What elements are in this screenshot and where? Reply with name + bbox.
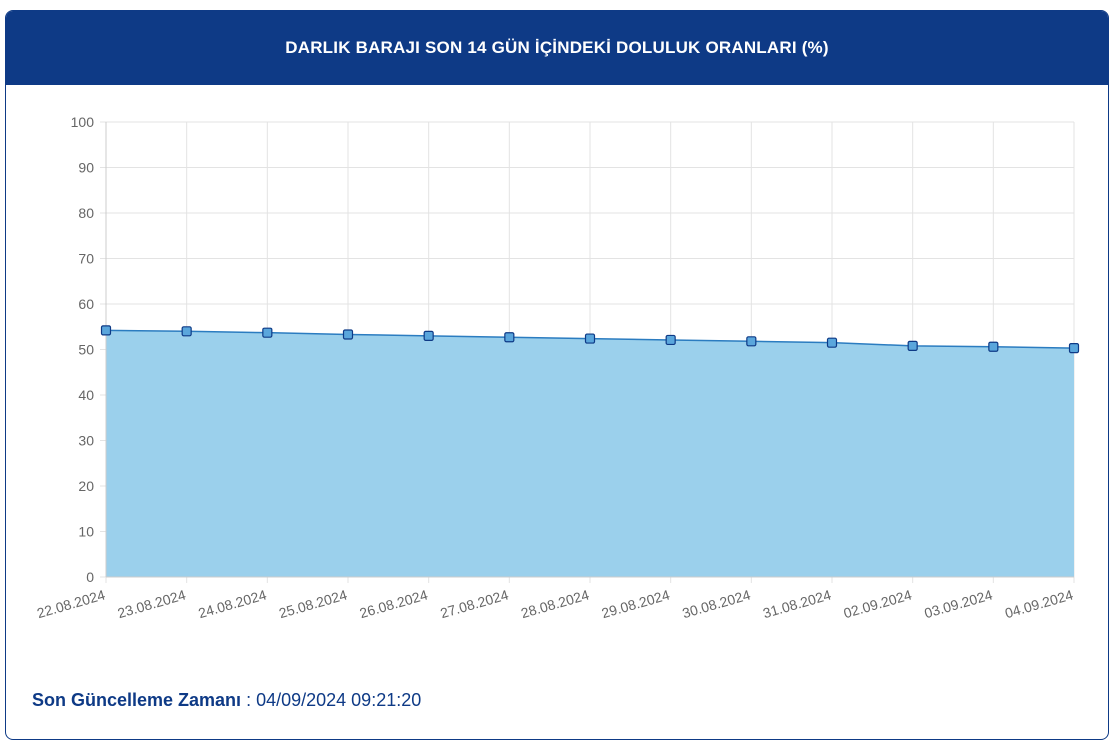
x-tick-label: 30.08.2024 [680,586,752,621]
last-update-value: 04/09/2024 09:21:20 [256,690,422,710]
chart-title: DARLIK BARAJI SON 14 GÜN İÇİNDEKİ DOLULU… [6,11,1108,85]
data-point-marker [746,336,757,347]
data-point-marker [181,326,192,337]
last-update: Son Güncelleme Zamanı : 04/09/2024 09:21… [32,690,421,711]
data-point-marker [826,337,838,348]
last-update-label: Son Güncelleme Zamanı [32,690,242,710]
y-tick-label: 30 [78,433,94,449]
y-tick-label: 60 [78,296,94,312]
x-tick-label: 22.08.2024 [35,586,107,621]
series-area-fill [106,330,1074,577]
x-axis: 22.08.2024 23.08.2024 24.08.2024 25.08.2024… [35,576,1075,621]
series-markers [100,325,1080,354]
y-tick-label: 10 [78,524,94,540]
data-point-marker [423,330,434,341]
data-point-marker [907,340,918,351]
last-update-separator: : [241,690,257,710]
y-tick-label: 100 [71,114,95,130]
data-point-marker [1068,343,1080,354]
x-tick-label: 04.09.2024 [1003,586,1075,621]
x-tick-label: 03.09.2024 [922,586,994,621]
x-tick-label: 25.08.2024 [277,586,349,621]
x-tick-label: 24.08.2024 [196,586,268,621]
y-tick-label: 0 [86,569,94,585]
x-tick-label: 29.08.2024 [600,586,672,621]
data-point-marker [262,327,273,338]
data-point-marker [100,325,112,336]
y-tick-label: 70 [78,251,94,267]
y-tick-label: 50 [78,342,94,358]
x-tick-label: 28.08.2024 [519,586,591,621]
x-tick-label: 02.09.2024 [842,586,914,621]
x-tick-label: 27.08.2024 [438,586,510,621]
data-point-marker [504,332,515,343]
y-tick-label: 80 [78,205,94,221]
x-tick-label: 23.08.2024 [116,586,188,621]
y-tick-label: 40 [78,387,94,403]
x-tick-label: 31.08.2024 [761,586,833,621]
data-point-marker [584,333,596,344]
series-area [105,329,1075,577]
y-axis: 0 10 20 30 40 50 60 70 80 90 100 [71,114,107,585]
x-tick-label: 26.08.2024 [358,586,430,621]
y-tick-label: 90 [78,160,94,176]
data-point-marker [665,334,676,346]
y-tick-label: 20 [78,478,94,494]
data-point-marker [342,329,354,340]
data-point-marker [988,341,999,352]
